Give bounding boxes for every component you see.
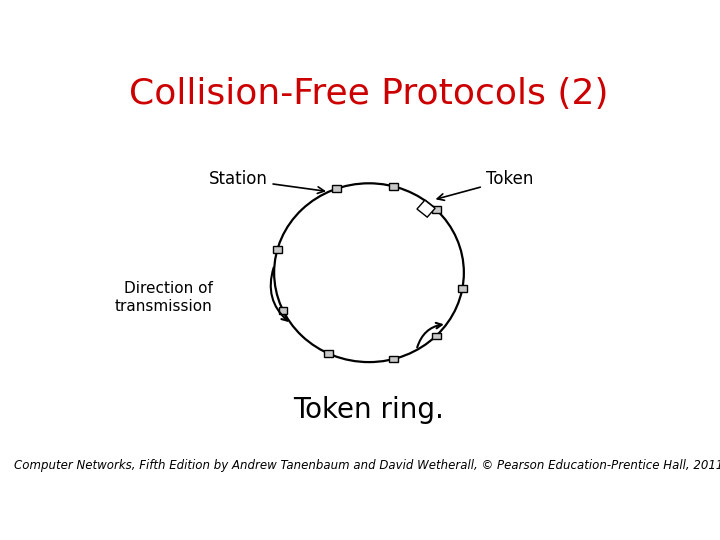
Bar [325, 350, 333, 357]
Bar [389, 183, 398, 190]
Bar [332, 185, 341, 192]
Bar [431, 333, 441, 339]
Bar [273, 246, 282, 253]
Bar [458, 285, 467, 292]
Text: Computer Networks, Fifth Edition by Andrew Tanenbaum and David Wetherall, © Pear: Computer Networks, Fifth Edition by Andr… [14, 460, 720, 472]
Text: Token ring.: Token ring. [294, 396, 444, 424]
Text: Station: Station [209, 170, 324, 193]
Bar [431, 206, 441, 213]
Bar [279, 307, 287, 314]
Text: Collision-Free Protocols (2): Collision-Free Protocols (2) [130, 77, 608, 111]
Polygon shape [417, 200, 435, 217]
Text: Token: Token [437, 170, 533, 200]
Text: Direction of
transmission: Direction of transmission [115, 281, 213, 314]
Bar [389, 356, 398, 362]
